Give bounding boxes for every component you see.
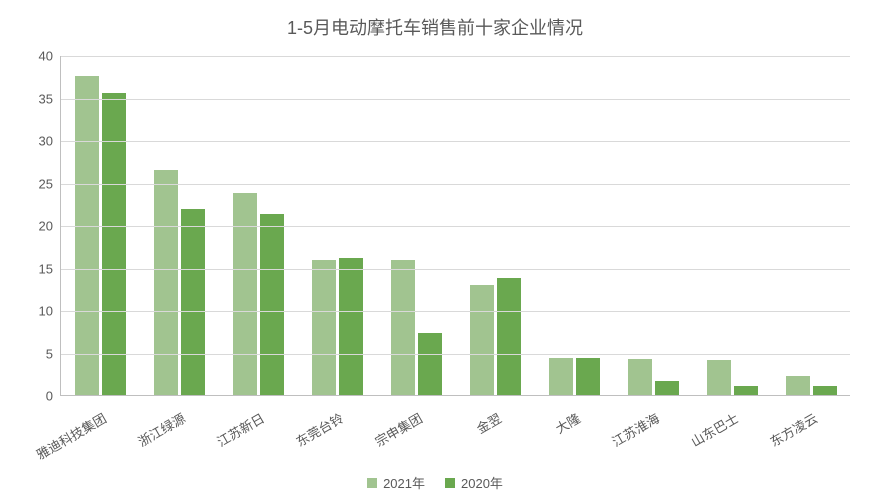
x-tick-label: 山东巴士 xyxy=(686,408,741,450)
grid-line xyxy=(61,311,850,312)
bar xyxy=(628,359,652,395)
y-tick-label: 40 xyxy=(39,49,61,64)
bar xyxy=(154,170,178,395)
legend-swatch xyxy=(367,478,377,488)
x-tick-label: 东莞台铃 xyxy=(291,408,346,450)
chart-title: 1-5月电动摩托车销售前十家企业情况 xyxy=(0,14,870,40)
y-tick-label: 0 xyxy=(46,389,61,404)
grid-line xyxy=(61,226,850,227)
grid-line xyxy=(61,56,850,57)
bar xyxy=(102,93,126,395)
bar xyxy=(707,360,731,395)
bar xyxy=(418,333,442,395)
bar xyxy=(260,214,284,395)
grid-line xyxy=(61,354,850,355)
x-tick-label: 东方凌云 xyxy=(765,408,820,450)
legend-label: 2021年 xyxy=(383,473,425,492)
x-tick-label: 金翌 xyxy=(472,408,504,437)
y-tick-label: 15 xyxy=(39,261,61,276)
y-tick-label: 20 xyxy=(39,219,61,234)
bar xyxy=(233,193,257,395)
x-axis-labels: 雅迪科技集团浙江绿源江苏新日东莞台铃宗申集团金翌大隆江苏淮海山东巴士东方凌云 xyxy=(60,400,850,460)
bar xyxy=(655,381,679,395)
y-tick-label: 30 xyxy=(39,134,61,149)
grid-line xyxy=(61,269,850,270)
bar xyxy=(813,386,837,395)
legend-label: 2020年 xyxy=(461,473,503,492)
x-tick-label: 大隆 xyxy=(551,408,583,437)
y-tick-label: 10 xyxy=(39,304,61,319)
chart-container: 1-5月电动摩托车销售前十家企业情况 0510152025303540 雅迪科技… xyxy=(0,0,870,504)
x-tick-label: 江苏新日 xyxy=(212,408,267,450)
plot-area: 0510152025303540 xyxy=(60,56,850,396)
legend-swatch xyxy=(445,478,455,488)
legend: 2021年 2020年 xyxy=(0,473,870,492)
x-tick-label: 浙江绿源 xyxy=(133,408,188,450)
bar xyxy=(312,260,336,395)
bar xyxy=(576,358,600,395)
bar xyxy=(734,386,758,395)
bar xyxy=(470,285,494,396)
y-tick-label: 25 xyxy=(39,176,61,191)
x-tick-label: 江苏淮海 xyxy=(607,408,662,450)
x-tick-label: 宗申集团 xyxy=(370,408,425,450)
bar xyxy=(786,376,810,395)
grid-line xyxy=(61,184,850,185)
legend-item: 2021年 xyxy=(367,473,425,492)
bar xyxy=(497,278,521,395)
grid-line xyxy=(61,141,850,142)
legend-item: 2020年 xyxy=(445,473,503,492)
bar xyxy=(181,209,205,395)
bar xyxy=(549,358,573,395)
y-tick-label: 35 xyxy=(39,91,61,106)
x-tick-label: 雅迪科技集团 xyxy=(32,408,109,463)
bar xyxy=(339,258,363,395)
y-tick-label: 5 xyxy=(46,346,61,361)
bar xyxy=(391,260,415,395)
grid-line xyxy=(61,99,850,100)
bar xyxy=(75,76,99,395)
